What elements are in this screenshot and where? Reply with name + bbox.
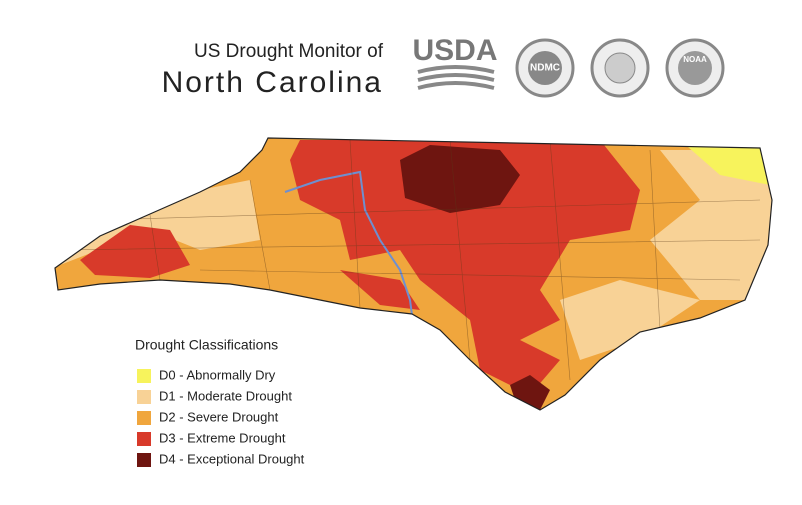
usda-logo: USDA (412, 34, 497, 67)
river (284, 170, 413, 316)
legend-swatch (137, 453, 151, 467)
region-d3 (340, 270, 420, 310)
ndmc-logo: NDMC (530, 63, 560, 74)
region-d1 (590, 150, 772, 300)
legend-label: D0 - Abnormally Dry (159, 367, 276, 382)
doc-inner (604, 52, 636, 84)
legend-swatch (137, 432, 151, 446)
county-lines (59, 139, 761, 381)
legend-label: D1 - Moderate Drought (159, 388, 292, 403)
ndmc-inner (528, 51, 562, 85)
usda-stripes (417, 65, 495, 90)
region-d1 (560, 280, 700, 360)
legend-label: D2 - Severe Drought (159, 409, 279, 424)
legend-label: D3 - Extreme Drought (159, 430, 286, 445)
title-line2: North Carolina (162, 66, 383, 99)
noaa-inner (678, 51, 712, 85)
noaa-logo: NOAA (683, 55, 707, 64)
region-d3 (80, 225, 190, 278)
legend-swatch (137, 390, 151, 404)
legend-swatch (137, 369, 151, 383)
legend: Drought Classifications D0 - Abnormally … (135, 337, 305, 467)
title-line1: US Drought Monitor of (194, 41, 384, 62)
region-d3 (290, 140, 640, 395)
logos: USDA NDMC NOAA (412, 34, 725, 98)
state-outline (54, 137, 773, 411)
region-d0 (680, 140, 770, 185)
legend-swatch (137, 411, 151, 425)
legend-title: Drought Classifications (135, 337, 278, 353)
legend-label: D4 - Exceptional Drought (159, 451, 305, 466)
region-d4 (400, 145, 520, 213)
